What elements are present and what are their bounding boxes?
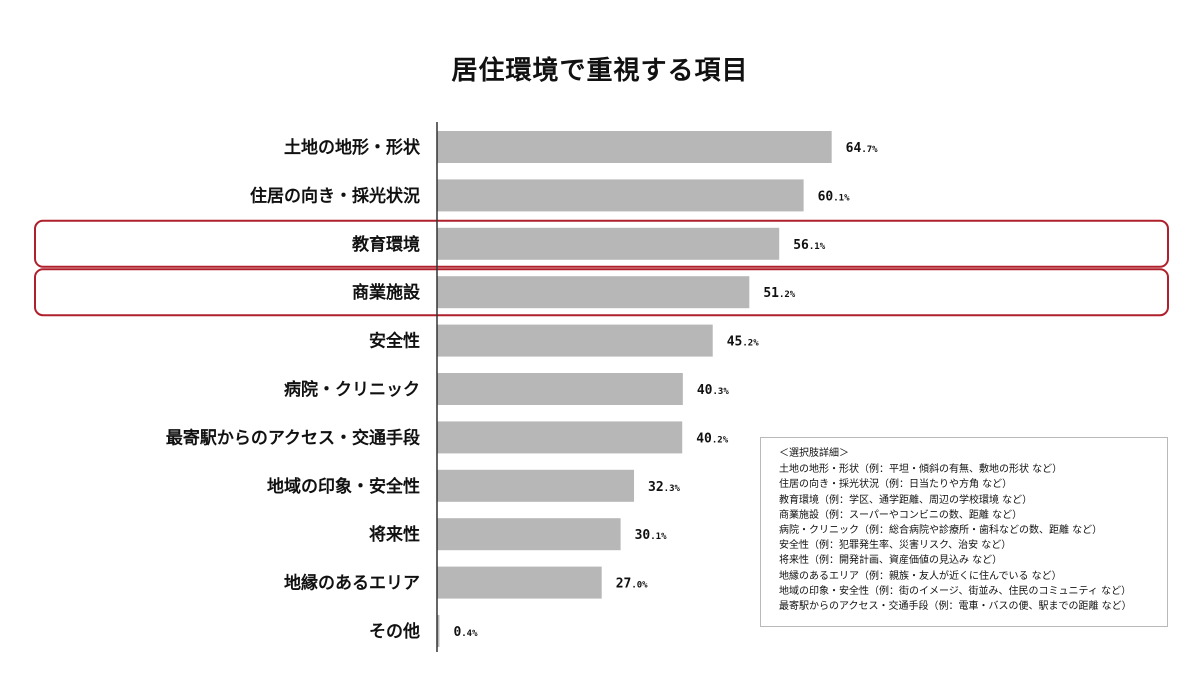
category-label: 病院・クリニック [284,379,420,400]
category-label: 商業施設 [352,282,421,303]
choice-detail-item: 将来性（例：開発計画、資産価値の見込み など） [779,555,1003,567]
data-label: 51.2% [763,286,795,301]
choice-detail-item: 商業施設（例：スーパーやコンビニの数、距離 など） [779,509,1023,521]
data-label: 0.4% [453,625,478,640]
choice-detail-item: 地域の印象・安全性（例：街のイメージ、街並み、住民のコミュニティ など） [779,585,1132,597]
category-label: 住居の向き・採光状況 [250,185,420,206]
data-label: 32.3% [648,480,680,495]
data-label: 45.2% [727,335,759,350]
bar [437,373,683,405]
category-label: 土地の地形・形状 [284,137,421,158]
choice-detail-item: 病院・クリニック（例：総合病院や診療所・歯科などの数、距離 など） [779,525,1103,537]
data-label: 30.1% [635,528,667,543]
bar [437,227,780,260]
bar [437,469,635,502]
category-label: 将来性 [369,524,420,545]
bar [437,615,440,647]
choice-detail-item: 教育環境（例：学区、通学距離、周辺の学校環境 など） [779,494,1033,506]
bar [437,518,621,551]
category-label: 教育環境 [351,234,420,255]
highlight-frame [34,219,1169,268]
data-label: 27.0% [616,577,648,592]
category-label: その他 [369,621,420,642]
data-label: 60.1% [818,189,850,204]
choice-detail-item: 地縁のあるエリア（例：親族・友人が近くに住んでいる など） [779,570,1062,582]
bar [437,131,832,163]
choice-details-title: ＜選択肢詳細＞ [779,448,849,459]
category-label: 地域の印象・安全性 [267,476,420,497]
category-label: 地縁のあるエリア [284,573,420,594]
choice-detail-item: 土地の地形・形状（例：平坦・傾斜の有無、敷地の形状 など） [779,464,1063,476]
data-label: 56.1% [793,238,825,253]
choice-detail-item: 住居の向き・採光状況（例：日当たりや方角 など） [779,479,1013,491]
choice-details-list: 土地の地形・形状（例：平坦・傾斜の有無、敷地の形状 など） 住居の向き・採光状況（… [779,462,1159,614]
bar [437,179,804,212]
choice-detail-item: 最寄駅からのアクセス・交通手段（例：電車・バスの便、駅までの距離 など） [779,601,1132,613]
bar [437,276,750,309]
data-label: 40.3% [697,383,729,398]
choice-detail-item: 安全性（例：犯罪発生率、災害リスク、治安 など） [779,540,1012,552]
chart-title: 居住環境で重視する項目 [451,56,749,86]
bar [437,421,683,454]
choice-details-box: ＜選択肢詳細＞ 土地の地形・形状（例：平坦・傾斜の有無、敷地の形状 など） 住居の… [760,437,1168,627]
bar [437,324,713,357]
category-label: 安全性 [369,331,420,352]
data-label: 40.2% [696,431,728,446]
highlight-frame [34,268,1169,317]
data-label: 64.7% [846,141,878,156]
bar [437,566,602,599]
category-label: 最寄駅からのアクセス・交通手段 [166,427,420,448]
